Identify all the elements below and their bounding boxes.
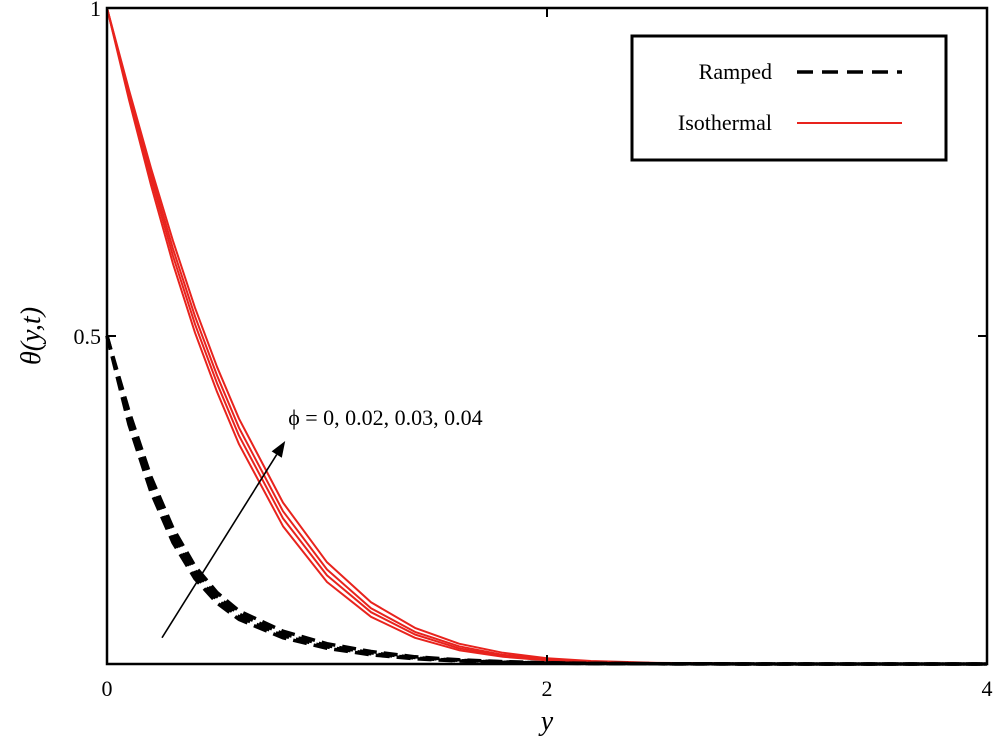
x-tick-label: 0 [102, 676, 113, 701]
legend-label-isothermal: Isothermal [678, 110, 772, 135]
phi-annotation-label: ϕ = 0, 0.02, 0.03, 0.04 [288, 405, 483, 430]
phi-arrowhead [271, 440, 286, 458]
phi-arrow [161, 454, 278, 639]
x-axis-title: y [538, 706, 554, 737]
y-tick-label: 1 [90, 0, 101, 21]
x-tick-label: 2 [542, 676, 553, 701]
legend: Ramped Isothermal [630, 34, 948, 162]
legend-label-ramped: Ramped [699, 59, 772, 84]
y-tick-label: 0.5 [74, 324, 102, 349]
y-axis-title: θ(y,t) [16, 307, 47, 365]
series-line-ramped-5 [105, 335, 987, 666]
phi-annotation: ϕ = 0, 0.02, 0.03, 0.04 [161, 405, 483, 639]
tick-layer: 0 2 4 0.5 1 [74, 0, 993, 701]
legend-box [630, 34, 948, 162]
x-tick-label: 4 [982, 676, 993, 701]
